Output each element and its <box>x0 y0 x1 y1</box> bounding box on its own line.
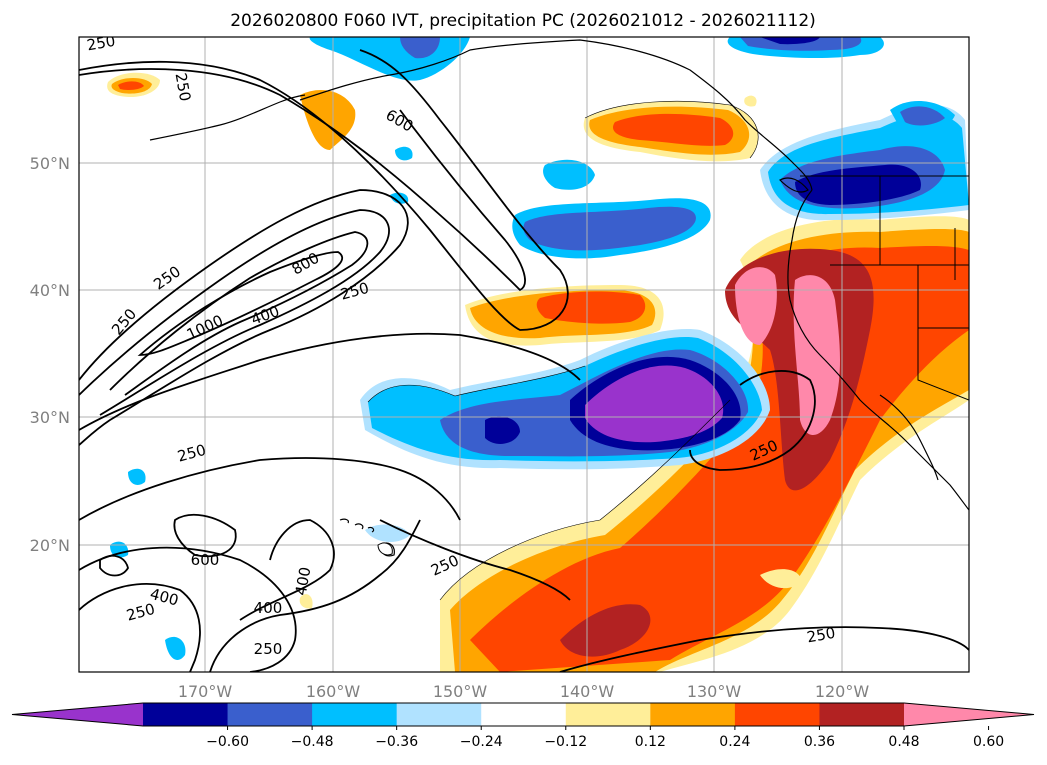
contour-label: 250 <box>172 71 195 102</box>
colorbar-segment <box>143 703 229 726</box>
colorbar-tick-label: 0.24 <box>719 734 750 750</box>
ivt-contours <box>79 49 969 672</box>
contour-250-southeast <box>559 626 969 672</box>
small-navy-patch <box>485 416 520 444</box>
contour-label: 600 <box>191 551 220 569</box>
hawaii <box>377 542 393 556</box>
small-yellow-patch-2 <box>299 594 313 609</box>
contour-250-subtropical <box>79 583 201 672</box>
mid-pacific-red-band <box>536 291 646 324</box>
coastlines <box>149 39 969 557</box>
contour-250-small-ring <box>99 554 129 577</box>
north-small-blue-patch-2 <box>390 192 409 204</box>
map-area[interactable]: 250 250 250 250 600 250 800 1000 400 250… <box>79 32 969 672</box>
north-pacific-blue-patch <box>543 159 595 190</box>
central-pacific-purple <box>585 365 724 443</box>
colorbar-tick-label: 0.48 <box>888 734 919 750</box>
subtropical-dark-red <box>560 604 651 657</box>
colorbar-segment <box>565 703 651 726</box>
colorbar-segment <box>650 703 736 726</box>
contour-400-subtropical <box>79 546 297 672</box>
colorbar-outline <box>11 702 1035 727</box>
contour-600-subtropical <box>173 513 237 558</box>
contour-label: 250 <box>805 624 836 647</box>
colorbar-tick-label: 0.36 <box>804 734 835 750</box>
lon-label: 150°W <box>433 682 488 701</box>
colorbar-segment <box>227 703 313 726</box>
contour-400-central <box>239 519 335 621</box>
colorbar-tick-label: 0.60 <box>973 734 1004 750</box>
contour-label: 400 <box>292 565 315 596</box>
west-small-blue-1 <box>110 541 129 558</box>
colorbar-tick-label: 0.12 <box>635 734 666 750</box>
baja-california <box>879 394 939 481</box>
contour-label: 250 <box>254 640 283 658</box>
lon-label: 120°W <box>815 682 870 701</box>
colorbar-extend-min <box>12 703 143 726</box>
precip-outlines <box>367 100 759 601</box>
colorbar-tick-label: −0.36 <box>375 734 418 750</box>
contour-250-south-jet <box>79 332 581 431</box>
lat-label: 50°N <box>30 154 70 173</box>
longitude-labels: 170°W 160°W 150°W 140°W 130°W 120°W <box>178 682 870 701</box>
colorbar: −0.60 −0.48 −0.36 −0.24 −0.12 0.12 0.24 0.36 0.4… <box>11 702 1035 750</box>
political-borders <box>800 175 969 401</box>
negative-precip-regions <box>110 37 969 660</box>
north-american-west-coast <box>787 189 969 511</box>
mid-pacific-blue-band-dark <box>523 206 696 251</box>
contour-1000-jet <box>137 251 344 356</box>
small-yellow-patch-3 <box>744 95 757 107</box>
colorbar-tick-label: −0.48 <box>291 734 334 750</box>
northwest-royal-patch <box>900 106 945 126</box>
coastal-pink-north <box>735 267 777 345</box>
lon-label: 160°W <box>306 682 361 701</box>
contour-label: 400 <box>254 599 283 617</box>
west-pacific-red-patch <box>118 81 144 90</box>
lat-label: 40°N <box>30 281 70 300</box>
aleutian-chain <box>149 94 306 141</box>
lat-label: 20°N <box>30 536 70 555</box>
hawaii-islands <box>339 518 375 533</box>
west-small-blue-3 <box>128 468 146 485</box>
alaska-coast <box>299 39 813 191</box>
map-frame <box>78 36 970 673</box>
contour-250-northwest <box>79 49 569 331</box>
lat-label: 30°N <box>30 408 70 427</box>
contour-250-central-south <box>209 519 421 672</box>
contour-800-jet <box>109 231 369 396</box>
latitude-labels: 50°N 40°N 30°N 20°N <box>30 154 70 555</box>
lon-label: 130°W <box>687 682 742 701</box>
colorbar-tick-label: −0.24 <box>460 734 503 750</box>
west-small-blue-2 <box>165 636 186 660</box>
colorbar-segment <box>481 703 567 726</box>
small-yellow-patch-1 <box>760 569 802 589</box>
north-pacific-red-band <box>612 113 734 146</box>
lon-label: 140°W <box>560 682 615 701</box>
state-border-3 <box>917 265 969 401</box>
lon-label: 170°W <box>178 682 233 701</box>
contour-250-east-jet <box>689 370 816 471</box>
colorbar-segment <box>396 703 482 726</box>
contour-400-jet <box>79 209 390 416</box>
colorbar-extend-max <box>904 703 1034 726</box>
colorbar-segment <box>734 703 820 726</box>
contour-250-west-lobe <box>79 457 461 521</box>
colorbar-segment <box>819 703 905 726</box>
graticule <box>79 37 969 672</box>
vancouver-island <box>778 177 809 193</box>
map-title: 2026020800 F060 IVT, precipitation PC (2… <box>230 11 816 31</box>
aleutian-navy-patch <box>400 37 440 59</box>
contour-250-hawaii-east <box>379 519 571 601</box>
contour-250-main-arc <box>79 189 409 446</box>
colorbar-segment <box>312 703 398 726</box>
gulf-of-alaska-navy <box>760 37 820 45</box>
colorbar-tick-label: −0.12 <box>544 734 587 750</box>
contour-label: 250 <box>85 32 116 55</box>
coastal-pink-south <box>793 275 840 435</box>
north-small-blue-patch <box>395 146 413 161</box>
contour-600-jet <box>79 68 526 292</box>
colorbar-tick-label: −0.60 <box>206 734 249 750</box>
pacific-northwest-navy <box>795 164 921 205</box>
